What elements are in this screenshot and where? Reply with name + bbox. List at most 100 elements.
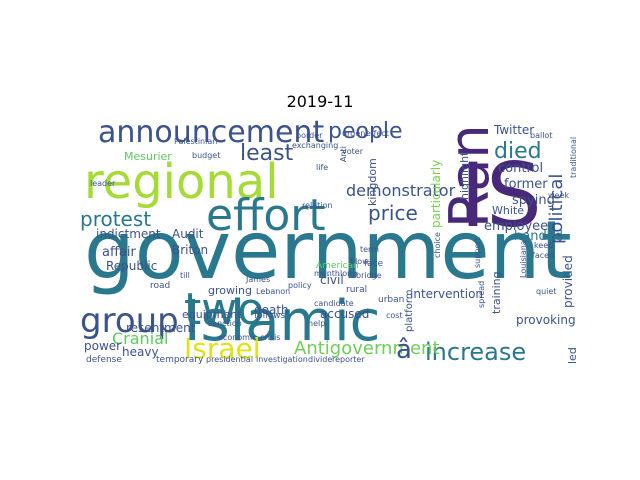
cloud-word-political-16: political bbox=[546, 174, 567, 244]
cloud-word-indictment-39: indictment bbox=[96, 227, 161, 241]
cloud-word-heavy-43: heavy bbox=[122, 345, 159, 359]
cloud-word-handed-25: handed bbox=[514, 229, 563, 244]
cloud-word-group-8: group bbox=[80, 301, 179, 341]
cloud-word-affair-36: affair bbox=[102, 245, 137, 260]
cloud-word-employee-26: employee bbox=[484, 219, 548, 234]
cloud-word-white-35: White bbox=[492, 204, 524, 217]
cloud-word-antigovernment-17: Antigovernment bbox=[294, 338, 440, 359]
cloud-word-road-54: road bbox=[150, 281, 170, 291]
cloud-word-platform-49: platform bbox=[404, 290, 415, 333]
cloud-word-islamic-1: Islamic bbox=[184, 289, 380, 354]
cloud-word-support-64: support bbox=[473, 237, 482, 268]
cloud-word-follows-56: follows bbox=[254, 311, 286, 321]
cloud-word-quiet-63: quiet bbox=[536, 287, 556, 296]
cloud-word-divide-74: divide bbox=[308, 355, 332, 364]
cloud-word-protest-14: protest bbox=[80, 207, 151, 231]
cloud-word-exchanging-60: exchanging bbox=[292, 141, 338, 150]
cloud-word-provoking-29: provoking bbox=[516, 313, 576, 327]
cloud-word-two-6: two bbox=[184, 284, 264, 335]
cloud-word-control-22: control bbox=[498, 161, 543, 176]
cloud-word-rural-55: rural bbox=[346, 285, 367, 295]
cloud-word-spread-95: spread bbox=[477, 281, 486, 308]
cloud-word-bridge-77: bridge bbox=[356, 271, 382, 280]
cloud-word-lebanon-59: Lebanon bbox=[256, 287, 290, 296]
cloud-word-defense-51: defense bbox=[86, 355, 122, 365]
cloud-word-voter-61: voter bbox=[342, 147, 364, 156]
cloud-word-symbol-18: â bbox=[396, 335, 412, 365]
cloud-word-investigation-72: investigation bbox=[256, 355, 308, 364]
cloud-word-israel-9: Israel bbox=[184, 332, 261, 365]
cloud-word-government-0: government bbox=[84, 204, 572, 297]
cloud-word-economic-75: economic bbox=[218, 333, 257, 342]
cloud-word-choice-65: choice bbox=[433, 232, 442, 258]
cloud-word-former-23: former bbox=[504, 177, 548, 192]
cloud-word-urgent-81: urgent bbox=[342, 129, 368, 138]
cloud-word-budget-68: budget bbox=[192, 151, 220, 160]
cloud-word-particularly-33: particularly bbox=[429, 160, 443, 228]
cloud-word-american-53: American bbox=[316, 261, 359, 271]
cloud-word-led-52: led bbox=[566, 347, 579, 364]
cloud-word-is-2: IS bbox=[460, 144, 542, 247]
cloud-word-effort-5: effort bbox=[206, 190, 326, 241]
cloud-word-regional-3: regional bbox=[84, 154, 279, 210]
cloud-word-died-15: died bbox=[494, 139, 542, 164]
cloud-word-reporter-73: reporter bbox=[332, 355, 365, 364]
cloud-word-growing-46: growing bbox=[208, 284, 252, 297]
cloud-word-accused-30: accused bbox=[320, 307, 369, 321]
cloud-word-anti-86: Anti bbox=[339, 146, 348, 162]
cloud-word-cost-92: cost bbox=[386, 311, 403, 320]
cloud-word-urban-57: urban bbox=[378, 295, 404, 305]
cloud-word-cranial-19: Cranial bbox=[112, 329, 168, 348]
cloud-word-death-45: death bbox=[254, 303, 289, 317]
cloud-word-increase-10: increase bbox=[425, 338, 526, 366]
cloud-word-resentment-42: resentment bbox=[126, 321, 196, 335]
cloud-word-term-88: term bbox=[360, 245, 379, 254]
cloud-word-week-96: week bbox=[548, 191, 569, 200]
cloud-word-republic-37: Republic bbox=[106, 259, 157, 273]
cloud-word-traditional-97: traditional bbox=[569, 137, 578, 178]
cloud-word-effect-82: effect bbox=[366, 129, 389, 138]
cloud-word-presidential-71: presidential bbox=[206, 355, 253, 364]
cloud-word-twitter-21: Twitter bbox=[493, 123, 534, 137]
cloud-word-james-58: James bbox=[245, 275, 270, 284]
cloud-word-help-91: help bbox=[308, 319, 325, 328]
cloud-word-candidate-62: candidate bbox=[314, 299, 354, 308]
cloud-word-civil-47: civil bbox=[320, 273, 344, 287]
cloud-word-mesurier-41: Mesurier bbox=[124, 150, 172, 163]
cloud-word-equipment-48: equipment bbox=[182, 308, 242, 321]
cloud-word-face-84: face bbox=[364, 259, 384, 269]
cloud-word-blow-89: blow bbox=[350, 257, 369, 266]
cloud-word-least-13: least bbox=[240, 141, 294, 166]
cloud-word-louisiana-78: Louisiana bbox=[519, 240, 528, 278]
cloud-word-spying-24: spying bbox=[512, 193, 555, 208]
cloud-word-announcement-7: announcement bbox=[98, 118, 324, 150]
cloud-word-ballot-66: ballot bbox=[530, 131, 552, 140]
cloud-word-training-31: training bbox=[490, 271, 503, 314]
cloud-word-relation-70: relation bbox=[302, 201, 332, 210]
cloud-word-ran-4: Ran bbox=[438, 124, 501, 228]
cloud-word-provided-27: provided bbox=[561, 255, 575, 308]
cloud-word-demonstrator-20: demonstrator bbox=[346, 181, 456, 200]
cloud-word-till-85: till bbox=[180, 271, 190, 280]
cloud-word-crisis-76: crisis bbox=[260, 333, 280, 342]
cloud-word-briton-38: Briton bbox=[172, 243, 208, 257]
cloud-word-policy-87: policy bbox=[288, 281, 312, 290]
cloud-word-sanction-67: sanction bbox=[208, 319, 242, 328]
cloud-word-people-11: people bbox=[328, 119, 403, 144]
cloud-word-temporary-50: temporary bbox=[156, 355, 204, 365]
cloud-word-border-69: border bbox=[296, 131, 323, 140]
cloud-word-monthlong-90: monthlong bbox=[314, 269, 357, 278]
cloud-word-leader-80: leader bbox=[90, 179, 116, 188]
cloud-word-power-44: power bbox=[84, 339, 121, 353]
figure-title: 2019-11 bbox=[286, 92, 354, 111]
cloud-word-faced-94: faced bbox=[532, 251, 554, 260]
cloud-word-audit-40: Audit bbox=[172, 227, 204, 241]
cloud-word-highlight-32: highlight bbox=[458, 151, 471, 200]
cloud-word-intervention-28: intervention bbox=[410, 287, 483, 301]
cloud-word-life-83: life bbox=[316, 163, 328, 172]
cloud-word-price-12: price bbox=[368, 201, 418, 225]
cloud-word-kingdom-34: kingdom bbox=[366, 158, 379, 206]
cloud-word-keep-93: keep bbox=[534, 241, 553, 250]
cloud-word-palestinian-79: Palestinian bbox=[174, 137, 217, 146]
